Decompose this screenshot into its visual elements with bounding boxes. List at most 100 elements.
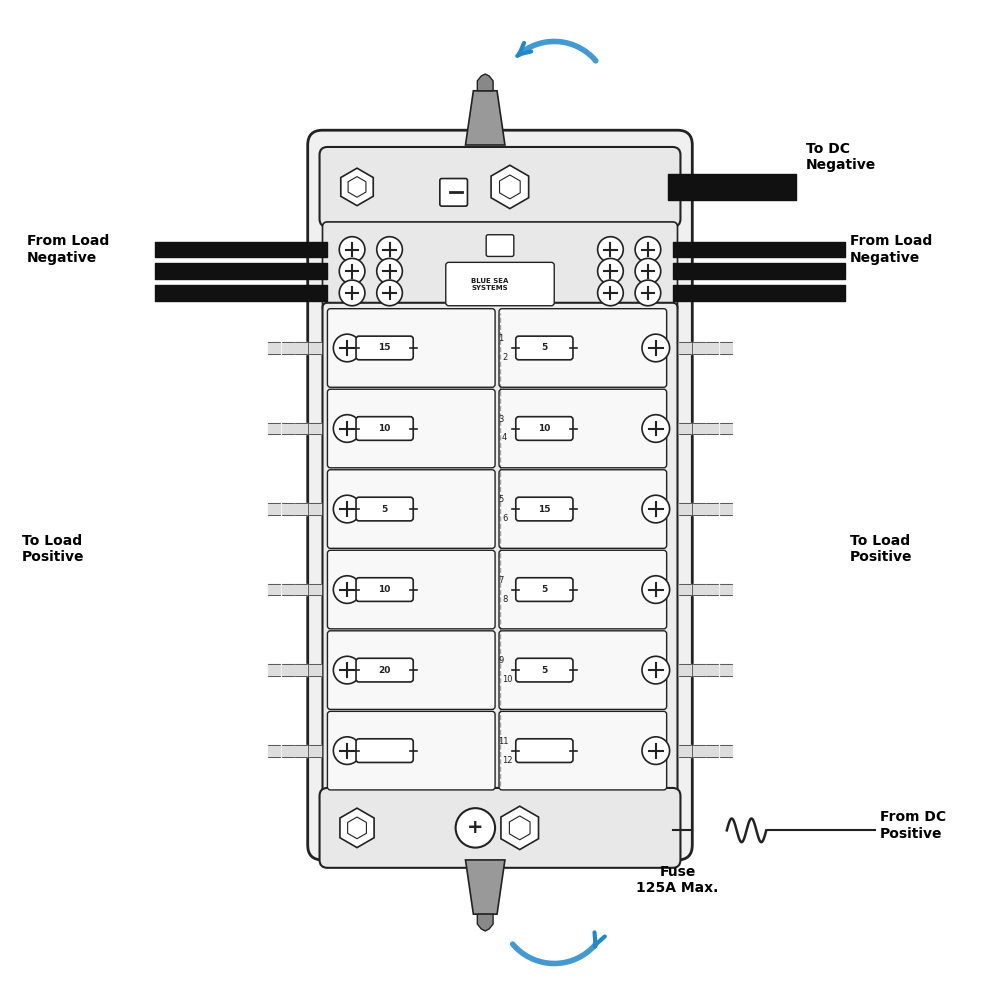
Text: 9: 9 — [498, 656, 503, 665]
Polygon shape — [477, 74, 493, 91]
Text: 10: 10 — [538, 424, 551, 433]
Text: 10: 10 — [378, 424, 391, 433]
Polygon shape — [341, 168, 373, 206]
Polygon shape — [500, 175, 520, 199]
Text: 11: 11 — [498, 737, 509, 746]
Text: +: + — [467, 818, 484, 837]
Circle shape — [333, 737, 361, 764]
Circle shape — [456, 808, 495, 848]
Text: 10: 10 — [502, 675, 512, 684]
FancyBboxPatch shape — [499, 470, 667, 548]
Circle shape — [339, 280, 365, 306]
Circle shape — [377, 280, 402, 306]
Circle shape — [635, 237, 661, 262]
Circle shape — [642, 737, 670, 764]
Text: 20: 20 — [378, 666, 391, 675]
FancyBboxPatch shape — [320, 788, 680, 868]
Polygon shape — [340, 808, 374, 848]
Circle shape — [642, 415, 670, 442]
Polygon shape — [501, 806, 539, 850]
Polygon shape — [465, 91, 505, 145]
Circle shape — [642, 576, 670, 603]
Polygon shape — [348, 817, 366, 839]
Text: 4: 4 — [502, 433, 507, 442]
FancyBboxPatch shape — [440, 179, 467, 206]
Text: 5: 5 — [541, 666, 548, 675]
FancyBboxPatch shape — [327, 631, 495, 709]
Text: 12: 12 — [502, 756, 512, 765]
Text: 15: 15 — [538, 505, 551, 514]
Circle shape — [642, 495, 670, 523]
FancyBboxPatch shape — [516, 336, 573, 360]
Text: 6: 6 — [502, 514, 507, 523]
FancyBboxPatch shape — [499, 711, 667, 790]
FancyBboxPatch shape — [499, 309, 667, 387]
FancyBboxPatch shape — [327, 309, 495, 387]
FancyBboxPatch shape — [516, 578, 573, 601]
Text: To DC
Negative: To DC Negative — [806, 142, 876, 172]
Text: To Load
Positive: To Load Positive — [22, 534, 84, 564]
Polygon shape — [477, 914, 493, 931]
FancyBboxPatch shape — [499, 550, 667, 629]
Circle shape — [333, 656, 361, 684]
Circle shape — [333, 334, 361, 362]
Circle shape — [642, 334, 670, 362]
FancyBboxPatch shape — [356, 336, 413, 360]
Text: Fuse
125A Max.: Fuse 125A Max. — [636, 865, 719, 895]
Text: 5: 5 — [541, 585, 548, 594]
FancyBboxPatch shape — [516, 417, 573, 440]
FancyBboxPatch shape — [327, 550, 495, 629]
Circle shape — [598, 237, 623, 262]
Polygon shape — [509, 816, 530, 840]
Circle shape — [635, 258, 661, 284]
FancyBboxPatch shape — [516, 658, 573, 682]
FancyBboxPatch shape — [516, 739, 573, 762]
Text: To Load
Positive: To Load Positive — [850, 534, 913, 564]
Text: 2: 2 — [502, 353, 507, 362]
Text: 15: 15 — [378, 343, 391, 352]
Text: 3: 3 — [498, 415, 503, 424]
Polygon shape — [348, 177, 366, 197]
Circle shape — [339, 258, 365, 284]
Polygon shape — [491, 165, 529, 209]
Text: 1: 1 — [498, 334, 503, 343]
FancyBboxPatch shape — [327, 389, 495, 468]
FancyBboxPatch shape — [356, 739, 413, 762]
FancyBboxPatch shape — [320, 147, 680, 227]
Text: 5: 5 — [382, 505, 388, 514]
Circle shape — [635, 280, 661, 306]
FancyBboxPatch shape — [356, 497, 413, 521]
Text: 10: 10 — [378, 585, 391, 594]
Circle shape — [598, 280, 623, 306]
Polygon shape — [465, 860, 505, 914]
Text: 7: 7 — [498, 576, 503, 585]
Text: From Load
Negative: From Load Negative — [27, 234, 109, 265]
FancyBboxPatch shape — [516, 497, 573, 521]
Text: BLUE SEA
SYSTEMS: BLUE SEA SYSTEMS — [471, 278, 509, 291]
Circle shape — [377, 237, 402, 262]
FancyBboxPatch shape — [323, 222, 678, 313]
Text: 8: 8 — [502, 595, 507, 604]
Circle shape — [333, 576, 361, 603]
FancyBboxPatch shape — [356, 658, 413, 682]
Circle shape — [377, 258, 402, 284]
Circle shape — [339, 237, 365, 262]
Circle shape — [333, 415, 361, 442]
Text: From Load
Negative: From Load Negative — [850, 234, 932, 265]
FancyBboxPatch shape — [486, 235, 514, 256]
FancyBboxPatch shape — [308, 130, 692, 860]
Text: From DC
Positive: From DC Positive — [880, 810, 946, 841]
FancyBboxPatch shape — [356, 578, 413, 601]
Text: 5: 5 — [498, 495, 503, 504]
FancyBboxPatch shape — [446, 262, 554, 306]
FancyBboxPatch shape — [499, 389, 667, 468]
FancyBboxPatch shape — [499, 631, 667, 709]
Text: 5: 5 — [541, 343, 548, 352]
FancyBboxPatch shape — [327, 470, 495, 548]
FancyBboxPatch shape — [323, 303, 678, 796]
FancyBboxPatch shape — [356, 417, 413, 440]
Circle shape — [333, 495, 361, 523]
Circle shape — [642, 656, 670, 684]
FancyBboxPatch shape — [327, 711, 495, 790]
Circle shape — [598, 258, 623, 284]
